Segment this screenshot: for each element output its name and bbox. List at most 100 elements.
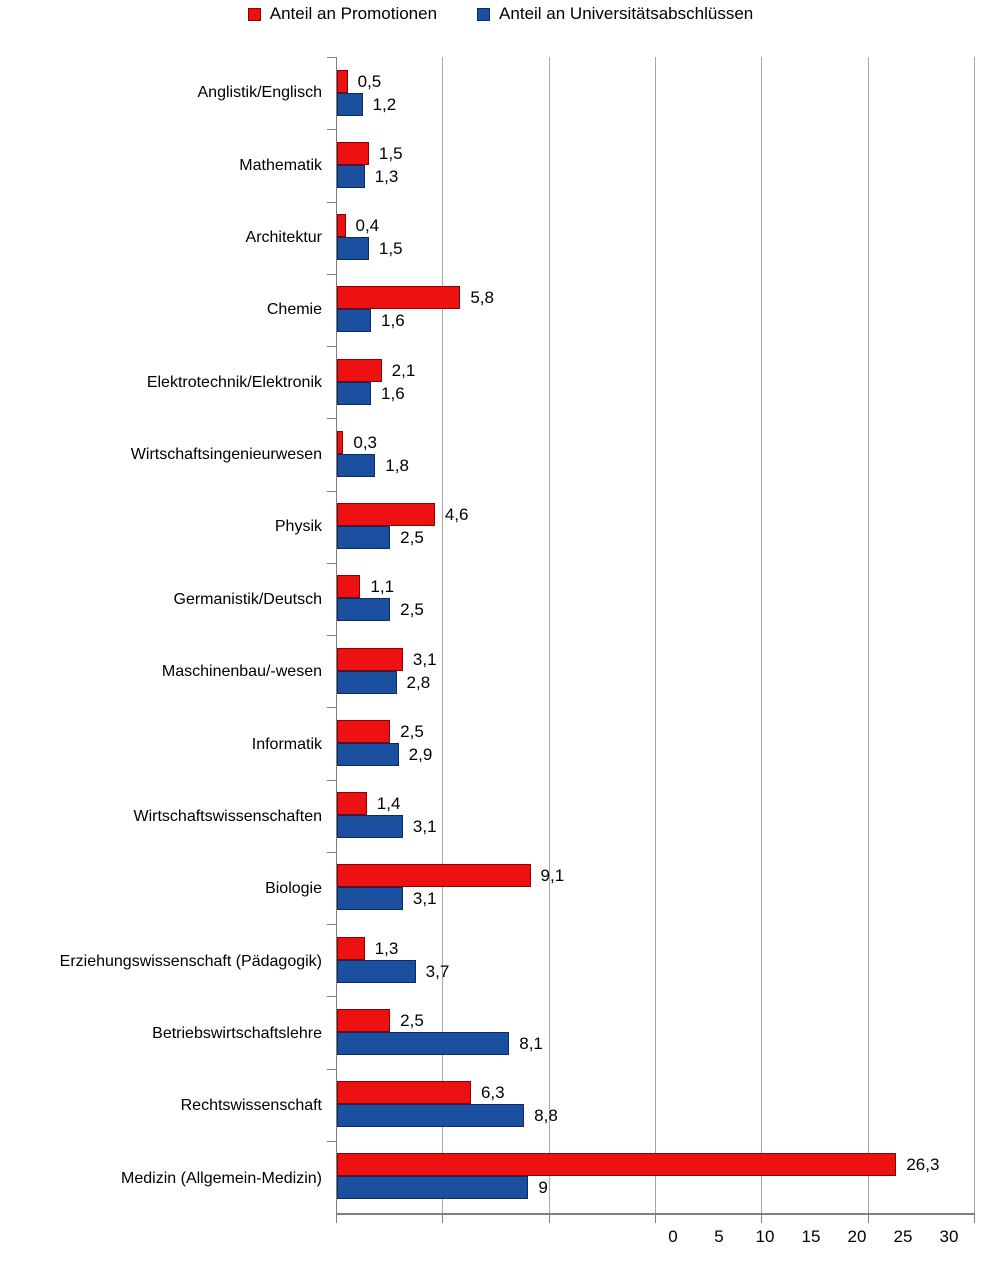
- bar-value-label: 5,8: [470, 288, 494, 308]
- category-label: Wirtschaftsingenieurwesen: [130, 446, 322, 464]
- bar-universitaetsabschluesse: [337, 815, 403, 839]
- bar-value-label: 26,3: [906, 1155, 940, 1175]
- bar-line: 0,5: [337, 69, 975, 93]
- legend-marker-red-square-icon: [247, 7, 261, 21]
- bar-line: 1,6: [337, 309, 975, 333]
- category-label: Mathematik: [239, 156, 322, 174]
- x-axis-tick: [867, 1215, 869, 1223]
- table-row: 0,4 1,5: [337, 202, 975, 274]
- bar-value-label: 3,1: [412, 817, 437, 837]
- bar-universitaetsabschluesse: [337, 742, 399, 766]
- x-axis-tick-label: 30: [939, 1227, 959, 1246]
- bar-line: 1,6: [337, 381, 975, 405]
- x-axis-tick: [974, 1215, 975, 1223]
- bar-universitaetsabschluesse: [337, 670, 397, 694]
- category-axis-tick: [327, 201, 337, 203]
- category-label: Erziehungswissenschaft (Pädagogik): [59, 952, 322, 970]
- bar-line: 3,1: [337, 887, 975, 911]
- bar-promotionen: [337, 503, 435, 527]
- gridline: [655, 57, 656, 1213]
- bar-promotionen: [337, 864, 531, 888]
- table-row: 4,6 2,5: [337, 491, 975, 563]
- bar-value-label: 2,1: [391, 360, 416, 380]
- category-axis-tick: [327, 635, 337, 636]
- x-axis-tick-label: 0: [668, 1227, 678, 1246]
- bar-promotionen: [337, 792, 367, 816]
- bar-value-label: 1,3: [374, 166, 399, 186]
- table-row: 26,3 9: [337, 1141, 975, 1213]
- bar-line: 3,1: [337, 815, 975, 839]
- bar-line: 2,5: [337, 526, 975, 550]
- bar-promotionen: [337, 1008, 391, 1032]
- category-axis-tick: [327, 273, 337, 275]
- table-row: 3,1 2,8: [337, 635, 975, 707]
- category-label: Physik: [274, 518, 322, 536]
- bar-value-label: 3,7: [425, 961, 450, 981]
- category-axis-tick: [327, 57, 337, 58]
- bar-line: 2,1: [337, 358, 975, 382]
- bar-line: 2,5: [337, 719, 975, 743]
- table-row: 1,4 3,1: [337, 780, 975, 852]
- category-label: Betriebswirtschaftslehre: [152, 1025, 322, 1043]
- bar-promotionen: [337, 647, 403, 671]
- bar-value-label: 2,5: [400, 1010, 424, 1030]
- category-axis-tick: [327, 490, 337, 492]
- bar-universitaetsabschluesse: [337, 164, 365, 188]
- category-axis-tick: [327, 346, 337, 347]
- bar-line: 1,3: [337, 936, 975, 960]
- bar-line: 2,9: [337, 742, 975, 766]
- bar-line: 2,5: [337, 1008, 975, 1032]
- table-row: 9,1 3,1: [337, 852, 975, 924]
- legend-item-promotionen: Anteil an Promotionen: [247, 4, 438, 24]
- bar-line: 4,6: [337, 503, 975, 527]
- bar-value-label: 4,6: [444, 505, 469, 525]
- bar-line: 1,2: [337, 92, 975, 116]
- gridline: [867, 57, 869, 1213]
- category-label: Wirtschaftswissenschaften: [133, 807, 322, 825]
- category-label: Biologie: [265, 880, 322, 898]
- legend-label-promotionen: Anteil an Promotionen: [269, 4, 438, 23]
- bar-universitaetsabschluesse: [337, 959, 416, 983]
- bar-line: 1,4: [337, 792, 975, 816]
- plot-area: Anglistik/Englisch Mathematik Architektur C…: [0, 57, 1001, 1246]
- gridline: [761, 57, 763, 1213]
- bar-universitaetsabschluesse: [337, 1104, 525, 1128]
- bar-line: 26,3: [337, 1153, 975, 1177]
- bar-value-label: 2,8: [406, 672, 431, 692]
- bar-line: 2,8: [337, 670, 975, 694]
- bar-value-label: 1,3: [374, 938, 399, 958]
- category-axis-tick: [327, 924, 337, 925]
- bar-promotionen: [337, 430, 344, 454]
- bar-value-label: 1,4: [376, 794, 401, 814]
- bar-universitaetsabschluesse: [337, 1176, 529, 1200]
- bar-value-label: 1,8: [385, 455, 409, 475]
- bar-line: 0,4: [337, 214, 975, 238]
- x-axis-tick-label: 20: [847, 1227, 867, 1246]
- x-axis-tick: [761, 1215, 763, 1223]
- bar-value-label: 1,5: [378, 143, 403, 163]
- table-row: 0,3 1,8: [337, 418, 975, 490]
- bar-line: 8,8: [337, 1104, 975, 1128]
- category-label: Elektrotechnik/Elektronik: [146, 373, 322, 391]
- table-row: 1,3 3,7: [337, 924, 975, 996]
- bar-universitaetsabschluesse: [337, 598, 391, 622]
- bar-universitaetsabschluesse: [337, 526, 391, 550]
- bar-value-label: 9,1: [540, 866, 565, 886]
- bar-promotionen: [337, 936, 365, 960]
- category-axis-labels: Anglistik/Englisch Mathematik Architektur C…: [0, 57, 336, 1215]
- value-axis-labels: 0 5 10 15 20 25 30: [668, 1227, 958, 1251]
- gridline: [442, 57, 444, 1213]
- plot-region: 0 5 10 15 20 25 30 0,5 1,2 1,5 1,3 0,4 1,5 5,8 1,6 2,1…: [327, 57, 975, 1246]
- bar-promotionen: [337, 1081, 471, 1105]
- bar-promotionen: [337, 214, 346, 238]
- category-axis-tick: [327, 1068, 337, 1070]
- bar-line: 1,8: [337, 453, 975, 477]
- bar-line: 8,1: [337, 1031, 975, 1055]
- bar-value-label: 1,6: [381, 383, 405, 403]
- category-label: Medizin (Allgemein-Medizin): [121, 1169, 322, 1187]
- table-row: 5,8 1,6: [337, 274, 975, 346]
- bar-line: 9,1: [337, 864, 975, 888]
- bar-promotionen: [337, 286, 461, 310]
- bar-line: 1,3: [337, 164, 975, 188]
